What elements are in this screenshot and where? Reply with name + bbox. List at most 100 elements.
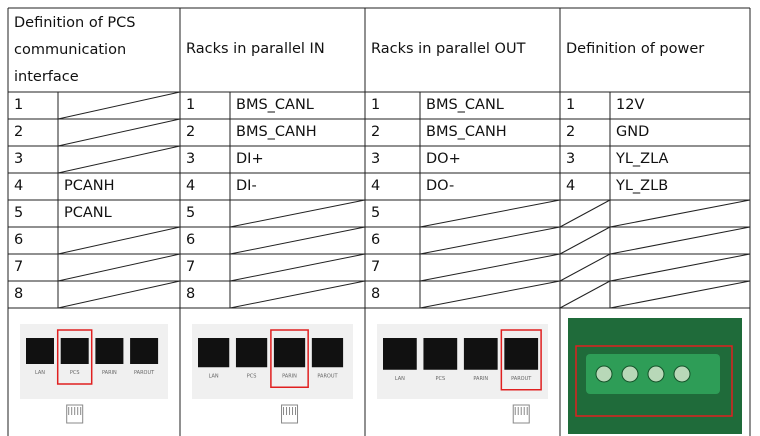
diagonal [229,280,366,309]
diagonal [559,253,611,282]
cell-number: 5 [14,205,24,221]
diagonal [609,253,751,282]
diagonal [559,226,611,255]
cell-value: DO- [426,178,455,194]
port-label: PARIN [473,376,488,382]
highlight [270,329,309,388]
port [60,338,89,364]
diagonal [229,253,366,282]
cell-number: 4 [371,178,381,194]
cell-number: 7 [186,259,196,275]
diagonal [419,199,561,228]
cell-number: 3 [186,151,196,167]
diagonal [57,145,181,174]
header-cell: Definition of PCS communication interfac… [14,15,136,85]
header-cell: Racks in parallel OUT [371,41,526,57]
cell-number: 1 [566,97,576,113]
port [463,338,498,370]
diagonal [419,280,561,309]
cell-number: 2 [371,124,381,140]
header-cell: Racks in parallel IN [186,41,325,57]
diagonal [419,226,561,255]
port-label: PAROUT [511,376,532,382]
port-label: PARIN [102,370,117,376]
cell-number: 2 [566,124,576,140]
header-cell: Definition of power [566,41,705,57]
cell-number: 3 [14,151,24,167]
port-label: LAN [395,376,405,382]
cell-value: DI- [236,178,257,194]
port-label: PAROUT [317,373,338,379]
diagonal [57,118,181,147]
diagonal [57,253,181,282]
diagonal [559,280,611,309]
highlight [56,329,93,385]
diagonal [419,253,561,282]
cell-value: 12V [616,97,645,113]
cell-number: 6 [14,232,24,248]
cell-number: 8 [371,286,381,302]
diagonal [559,199,611,228]
port [504,338,539,370]
diagonal [609,226,751,255]
cell-number: 1 [14,97,24,113]
diagonal [229,199,366,228]
port [235,338,268,368]
cell-value: BMS_CANL [426,97,504,113]
cell-number: 5 [186,205,196,221]
cell-value: DO+ [426,151,461,167]
cell-number: 3 [371,151,381,167]
cell-value: PCANH [64,178,115,194]
port-label: PAROUT [134,370,155,376]
port [311,338,344,368]
cell-number: 3 [566,151,576,167]
port [198,338,230,368]
port-label: PCS [435,376,445,382]
cell-value: YL_ZLA [616,151,669,167]
port-label: LAN [35,370,45,376]
highlight [500,329,542,391]
cell-value: BMS_CANH [236,124,317,140]
cell-number: 2 [14,124,24,140]
diagonal [609,199,751,228]
cell-number: 7 [14,259,24,275]
cell-number: 5 [371,205,381,221]
cell-value: BMS_CANL [236,97,314,113]
port [26,338,54,364]
diagonal [609,280,751,309]
cell-number: 8 [14,286,24,302]
cell-value: PCANL [64,205,112,221]
diagonal [57,280,181,309]
cell-number: 1 [186,97,196,113]
port [130,338,159,364]
screw [595,365,613,383]
cell-value: BMS_CANH [426,124,507,140]
cell-value: GND [616,124,650,140]
diagonal [57,91,181,120]
port [423,338,458,370]
port [95,338,124,364]
cell-number: 6 [186,232,196,248]
cell-number: 1 [371,97,381,113]
cell-number: 2 [186,124,196,140]
screw [673,365,691,383]
port [383,338,417,370]
cell-number: 4 [14,178,24,194]
highlight [575,345,733,417]
screw [621,365,639,383]
port-label: PCS [70,370,80,376]
diagonal [57,226,181,255]
port-label: PCS [247,373,257,379]
screw [647,365,665,383]
port-label: PARIN [282,373,297,379]
cell-number: 8 [186,286,196,302]
port [273,338,306,368]
port-label: LAN [209,373,219,379]
cell-value: YL_ZLB [616,178,669,194]
cell-number: 6 [371,232,381,248]
cell-number: 4 [186,178,196,194]
cell-number: 7 [371,259,381,275]
cell-number: 4 [566,178,576,194]
